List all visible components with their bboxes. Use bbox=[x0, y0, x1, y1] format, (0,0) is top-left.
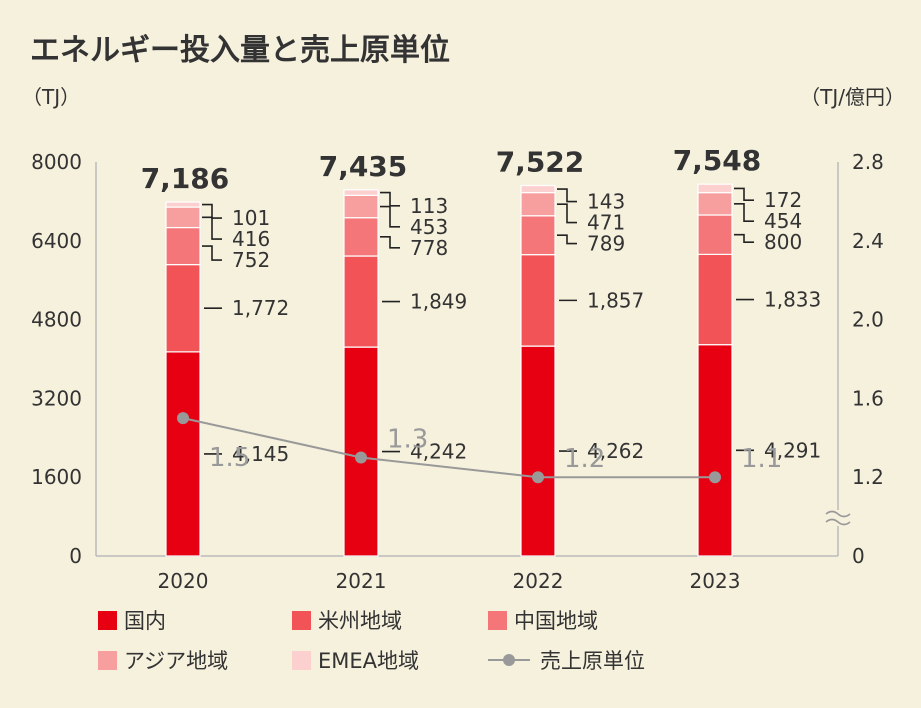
bar-segment bbox=[165, 351, 201, 557]
bar-segment bbox=[520, 191, 556, 217]
right-tick-label: 2.8 bbox=[852, 150, 884, 174]
ratio-point bbox=[709, 471, 721, 484]
segment-label: 454 bbox=[764, 209, 802, 233]
segment-label: 778 bbox=[410, 236, 448, 260]
left-tick-label: 0 bbox=[69, 544, 82, 568]
segment-label: 4,291 bbox=[764, 438, 821, 462]
x-tick-label: 2021 bbox=[336, 569, 387, 593]
legend-swatch bbox=[98, 611, 117, 630]
right-tick-label: 1.6 bbox=[852, 386, 884, 410]
segment-label: 143 bbox=[587, 190, 625, 214]
legend-swatch bbox=[292, 651, 311, 670]
bar-segment bbox=[697, 344, 733, 557]
bar-total-label: 7,186 bbox=[141, 162, 230, 195]
left-tick-label: 3200 bbox=[31, 386, 82, 410]
bar-segment bbox=[165, 201, 201, 208]
legend-label: 売上原単位 bbox=[540, 649, 645, 673]
segment-label: 471 bbox=[587, 211, 625, 235]
legend-swatch bbox=[488, 611, 507, 630]
bar-total-label: 7,548 bbox=[673, 144, 762, 177]
axis-break-mark-top bbox=[825, 510, 851, 518]
segment-label: 101 bbox=[232, 206, 270, 230]
bar-segment bbox=[697, 192, 733, 216]
right-axis-unit: （TJ/億円） bbox=[800, 85, 905, 109]
bar-segment bbox=[165, 263, 201, 353]
legend-swatch bbox=[98, 651, 117, 670]
ratio-point bbox=[532, 471, 544, 484]
bar-segment bbox=[697, 214, 733, 255]
leader-line bbox=[557, 203, 577, 224]
legend-label: EMEA地域 bbox=[318, 649, 419, 673]
leader-line bbox=[734, 187, 754, 201]
legend-label: 米州地域 bbox=[318, 609, 402, 633]
ratio-point bbox=[355, 451, 367, 464]
legend-label: 中国地域 bbox=[514, 609, 598, 633]
ratio-point bbox=[177, 412, 189, 425]
x-tick-label: 2020 bbox=[158, 569, 209, 593]
x-tick-label: 2023 bbox=[690, 569, 741, 593]
leader-line bbox=[734, 203, 754, 222]
legend-label: アジア地域 bbox=[124, 649, 228, 673]
legend-label: 国内 bbox=[124, 609, 166, 633]
bar-segment bbox=[343, 217, 379, 257]
left-tick-label: 1600 bbox=[31, 465, 82, 489]
ratio-label: 1.1 bbox=[741, 444, 782, 474]
segment-label: 416 bbox=[232, 227, 270, 251]
segment-label: 4,242 bbox=[410, 440, 467, 464]
ratio-label: 1.3 bbox=[387, 425, 428, 455]
segment-label: 1,833 bbox=[764, 288, 821, 312]
right-tick-label: 2.4 bbox=[852, 229, 884, 253]
leader-line bbox=[380, 236, 400, 249]
segment-label: 172 bbox=[764, 188, 802, 212]
right-tick-label: 2.0 bbox=[852, 308, 884, 332]
bar-segment bbox=[520, 184, 556, 194]
bar-segment bbox=[697, 253, 733, 346]
bar-segment bbox=[697, 183, 733, 194]
segment-label: 4,145 bbox=[232, 442, 289, 466]
segment-label: 453 bbox=[410, 215, 448, 239]
ratio-line bbox=[182, 417, 715, 479]
bar-segment bbox=[343, 346, 379, 557]
axis-break-mark-bottom bbox=[825, 518, 851, 526]
segment-label: 800 bbox=[764, 230, 802, 254]
chart-title: エネルギー投入量と売上原単位 bbox=[30, 33, 450, 68]
bar-segment bbox=[520, 215, 556, 256]
leader-line bbox=[557, 234, 577, 245]
right-tick-label: 1.2 bbox=[852, 465, 884, 489]
bar-total-label: 7,522 bbox=[496, 146, 585, 179]
bar-total-label: 7,435 bbox=[319, 150, 408, 183]
segment-label: 789 bbox=[587, 232, 625, 256]
bar-segment bbox=[343, 189, 379, 196]
leader-line bbox=[734, 233, 754, 243]
bar-segment bbox=[165, 226, 201, 266]
left-tick-label: 4800 bbox=[31, 308, 82, 332]
x-tick-label: 2022 bbox=[513, 569, 564, 593]
segment-label: 1,857 bbox=[587, 288, 644, 312]
leader-line bbox=[202, 203, 222, 219]
bar-segment bbox=[343, 194, 379, 219]
leader-line bbox=[380, 191, 400, 207]
leader-line bbox=[202, 216, 222, 240]
left-axis-unit: （TJ） bbox=[22, 85, 80, 109]
segment-label: 1,849 bbox=[410, 290, 467, 314]
segment-label: 752 bbox=[232, 248, 270, 272]
segment-label: 1,772 bbox=[232, 296, 289, 320]
ratio-label: 1.5 bbox=[209, 443, 250, 473]
legend-swatch bbox=[292, 611, 311, 630]
bar-segment bbox=[520, 254, 556, 347]
left-tick-label: 8000 bbox=[31, 150, 82, 174]
segment-label: 4,262 bbox=[587, 439, 644, 463]
ratio-label: 1.2 bbox=[564, 444, 605, 474]
bar-segment bbox=[165, 206, 201, 229]
left-tick-label: 6400 bbox=[31, 229, 82, 253]
bar-segment bbox=[343, 255, 379, 348]
leader-line bbox=[380, 205, 400, 228]
segment-label: 113 bbox=[410, 194, 448, 218]
legend-line-marker bbox=[503, 654, 515, 666]
leader-line bbox=[202, 245, 222, 261]
right-tick-label: 0 bbox=[852, 544, 865, 568]
bar-segment bbox=[520, 345, 556, 557]
leader-line bbox=[557, 188, 577, 203]
